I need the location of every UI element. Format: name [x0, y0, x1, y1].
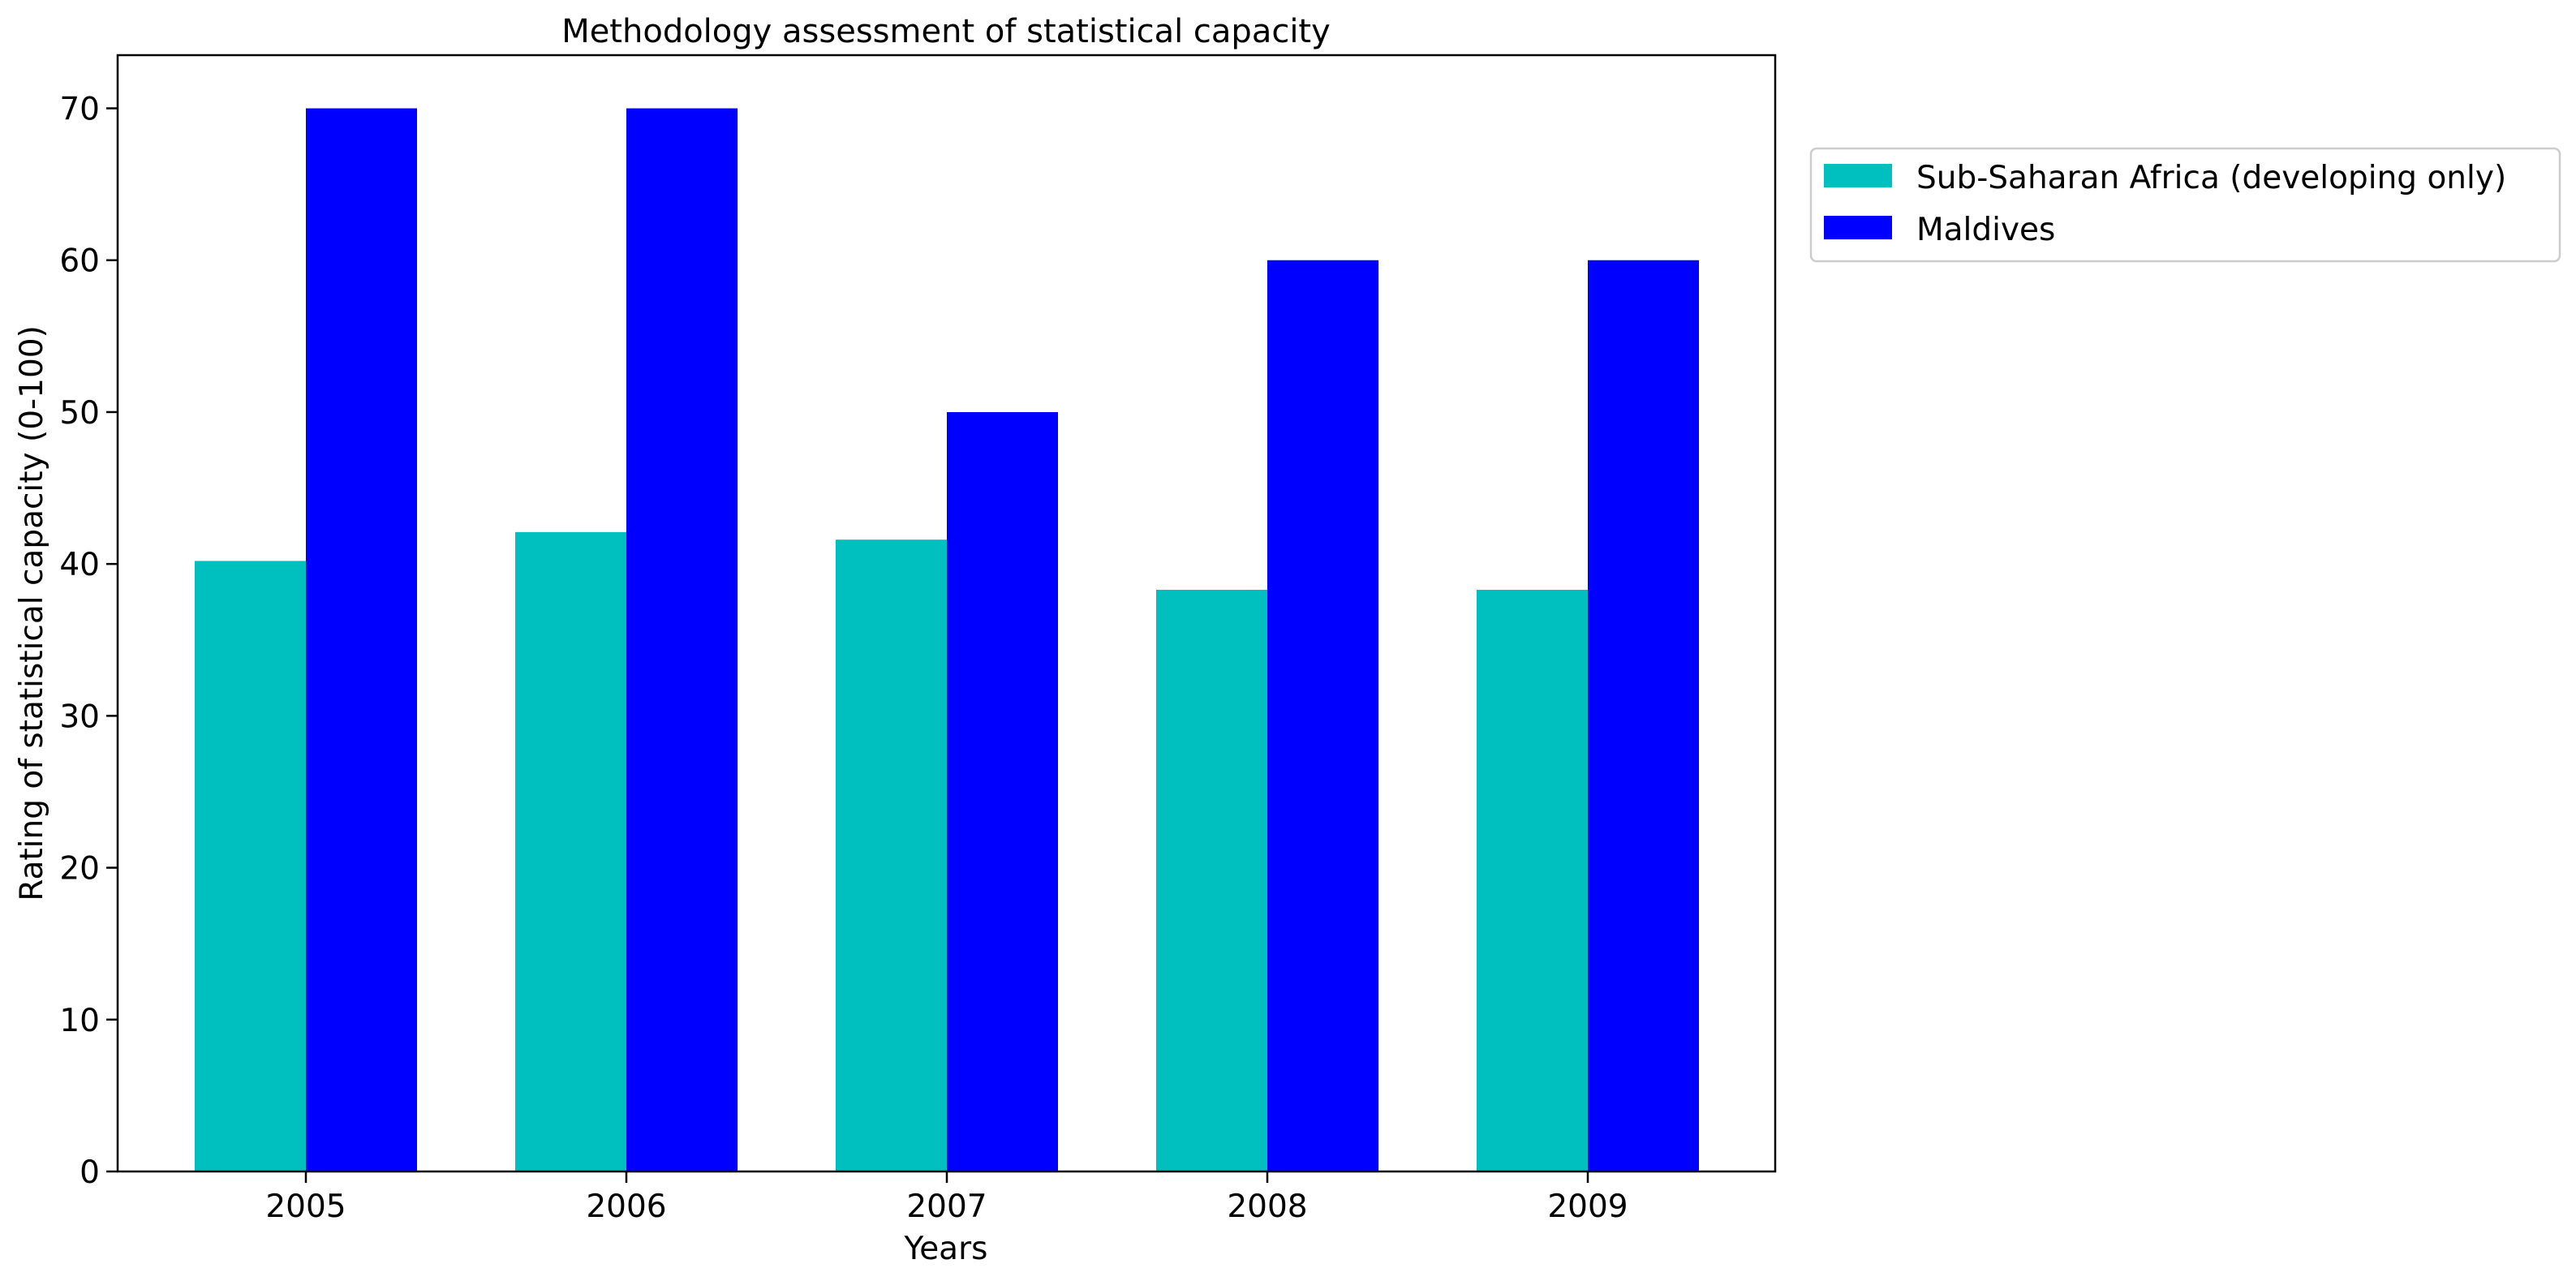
- bar-series-0-2005: [195, 561, 306, 1171]
- chart-title: Methodology assessment of statistical ca…: [561, 13, 1331, 50]
- legend-label-maldives: Maldives: [1916, 212, 2055, 248]
- y-tick-label: 10: [59, 1003, 100, 1039]
- x-tick-label-2006: 2006: [586, 1189, 666, 1225]
- y-tick-label: 0: [80, 1154, 100, 1191]
- legend: Sub-Saharan Africa (developing only) Mal…: [1809, 147, 2561, 263]
- x-tick-label-2008: 2008: [1227, 1189, 1307, 1225]
- legend-label-sub-saharan-africa: Sub-Saharan Africa (developing only): [1916, 160, 2506, 196]
- legend-swatch-sub-saharan-africa: [1824, 164, 1892, 187]
- y-tick-label: 40: [59, 547, 100, 583]
- x-tick-label-2007: 2007: [906, 1189, 987, 1225]
- y-tick-label: 20: [59, 851, 100, 888]
- y-tick-label: 50: [59, 395, 100, 432]
- x-tick-label-2009: 2009: [1547, 1189, 1628, 1225]
- x-axis-title: Years: [904, 1231, 988, 1267]
- bar-series-0-2008: [1156, 589, 1267, 1171]
- bar-series-0-2006: [515, 531, 626, 1171]
- bar-series-1-2009: [1588, 260, 1699, 1172]
- bar-series-1-2008: [1267, 260, 1378, 1172]
- legend-swatch-maldives: [1824, 216, 1892, 239]
- y-axis-title: Rating of statistical capacity (0-100): [14, 325, 50, 901]
- legend-box: [1809, 147, 2561, 263]
- bar-series-0-2007: [836, 539, 947, 1171]
- y-tick-label: 70: [59, 92, 100, 128]
- x-tick-label-2005: 2005: [265, 1189, 346, 1225]
- bar-series-1-2005: [306, 108, 417, 1171]
- bar-series-1-2007: [947, 411, 1058, 1172]
- y-axis: 0 10 20 30 40 50 60 70: [59, 92, 118, 1191]
- y-tick-label: 30: [59, 699, 100, 735]
- y-tick-label: 60: [59, 243, 100, 280]
- bar-series-1-2006: [626, 108, 738, 1171]
- bars-group: [195, 108, 1699, 1172]
- x-axis: 2005 2006 2007 2008 2009: [265, 1171, 1628, 1225]
- bar-series-0-2009: [1477, 589, 1588, 1171]
